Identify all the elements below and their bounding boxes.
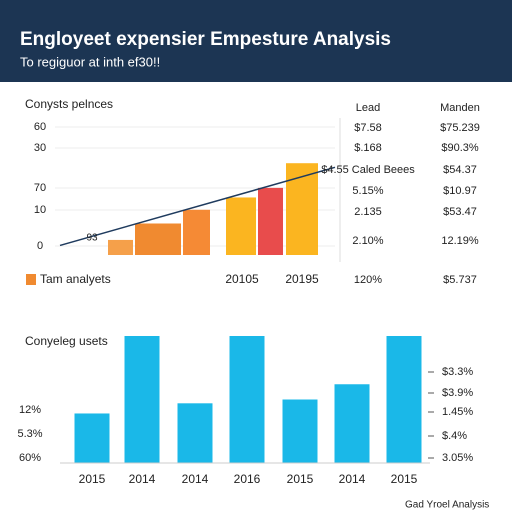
- annotation: 93: [86, 233, 98, 244]
- x-label: 20105: [225, 272, 259, 286]
- x-tick-label: 2014: [339, 472, 366, 486]
- left-label: 12%: [19, 404, 41, 416]
- y-label: 0: [37, 240, 43, 252]
- chart-title: Conyeleg usets: [25, 334, 108, 348]
- bar: [124, 336, 160, 463]
- x-label: 20195: [285, 272, 319, 286]
- bar: [386, 336, 422, 463]
- bar: [229, 336, 265, 463]
- bar: [160, 223, 181, 255]
- x-tick-label: 2014: [129, 472, 156, 486]
- bar: [258, 187, 283, 255]
- table-cell: $54.37: [443, 164, 477, 176]
- right-label: 3.05%: [442, 452, 473, 464]
- bar: [334, 384, 370, 463]
- subtitle: To regiguor at inth ef30!!: [20, 54, 160, 69]
- table-cell: 2.135: [354, 206, 382, 218]
- title: Engloyeet expensier Empesture Analysis: [20, 29, 391, 50]
- table-cell: 2.10%: [352, 235, 383, 247]
- right-label: $.4%: [442, 430, 467, 442]
- trend-line: [59, 166, 336, 247]
- bar: [286, 163, 318, 255]
- bar: [226, 197, 256, 255]
- chart-title: Conysts pelnces: [25, 97, 113, 111]
- right-label: $3.3%: [442, 366, 473, 378]
- table-cell: $75.239: [440, 122, 480, 134]
- legend-swatch: [26, 274, 36, 285]
- bar: [135, 223, 160, 255]
- y-label: 10: [34, 204, 46, 216]
- table-cell: $7.58: [354, 122, 382, 134]
- table-cell: 120%: [354, 274, 382, 286]
- table-cell: 12.19%: [441, 235, 479, 247]
- y-label: 30: [34, 142, 46, 154]
- bar: [108, 239, 133, 255]
- x-tick-label: 2016: [234, 472, 261, 486]
- right-label: $3.9%: [442, 387, 473, 399]
- table-cell: $5.737: [443, 274, 477, 286]
- footer: Gad Yroel Analysis: [405, 500, 489, 511]
- table-header: Lead: [356, 102, 380, 114]
- bar: [74, 413, 110, 463]
- x-tick-label: 2015: [79, 472, 106, 486]
- right-label: 1.45%: [442, 406, 473, 418]
- left-label: 5.3%: [17, 428, 42, 440]
- y-label: 70: [34, 182, 46, 194]
- table-cell: $90.3%: [441, 142, 479, 154]
- bar: [183, 209, 210, 255]
- y-label: 60: [34, 121, 46, 133]
- bar: [177, 403, 213, 463]
- table-cell: $53.47: [443, 206, 477, 218]
- legend-label: Tam analyets: [40, 272, 111, 286]
- table-cell: $.168: [354, 142, 382, 154]
- x-tick-label: 2014: [182, 472, 209, 486]
- table-cell: 5.15%: [352, 185, 383, 197]
- x-tick-label: 2015: [391, 472, 418, 486]
- table-header: Manden: [440, 102, 480, 114]
- left-label: 60%: [19, 452, 41, 464]
- header-band: [0, 0, 512, 82]
- table-cell: $10.97: [443, 185, 477, 197]
- x-tick-label: 2015: [287, 472, 314, 486]
- table-cell: $4.55 Caled Beees: [321, 164, 415, 176]
- bar: [282, 399, 318, 463]
